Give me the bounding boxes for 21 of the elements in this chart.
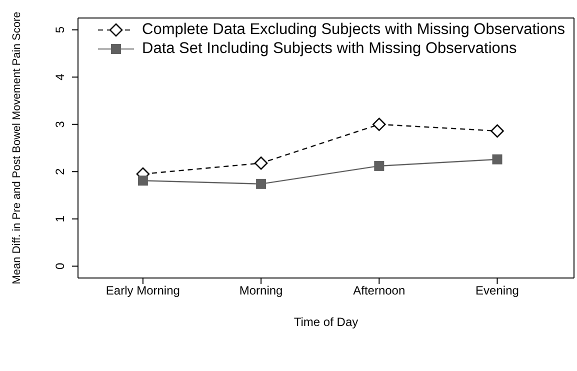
point: [374, 160, 384, 171]
y-tick-label: 3: [53, 120, 67, 128]
y-axis-title: Mean Diff. in Pre and Post Bowel Movement Pain Score: [10, 12, 23, 284]
y-tick-label: 2: [53, 168, 67, 175]
legend-label: Data Set Including Subjects with Missing Observations: [142, 39, 517, 58]
x-tick-label: Morning: [239, 284, 283, 298]
y-tick-label: 1: [53, 215, 67, 222]
y-tick-label: 0: [53, 262, 67, 270]
point: [138, 176, 148, 186]
point: [490, 124, 504, 138]
x-tick-label: Afternoon: [353, 284, 406, 298]
y-tick-label: 4: [53, 73, 67, 80]
y-tick-label: 5: [53, 26, 67, 34]
point: [256, 178, 266, 189]
x-axis-title: Time of Day: [294, 315, 358, 329]
legend-label: Complete Data Excluding Subjects with Missing Observations: [142, 20, 565, 39]
point: [372, 118, 386, 132]
x-tick-label: Early Morning: [106, 284, 180, 298]
x-tick-label: Evening: [476, 284, 519, 298]
point: [254, 156, 268, 170]
point: [492, 154, 502, 164]
